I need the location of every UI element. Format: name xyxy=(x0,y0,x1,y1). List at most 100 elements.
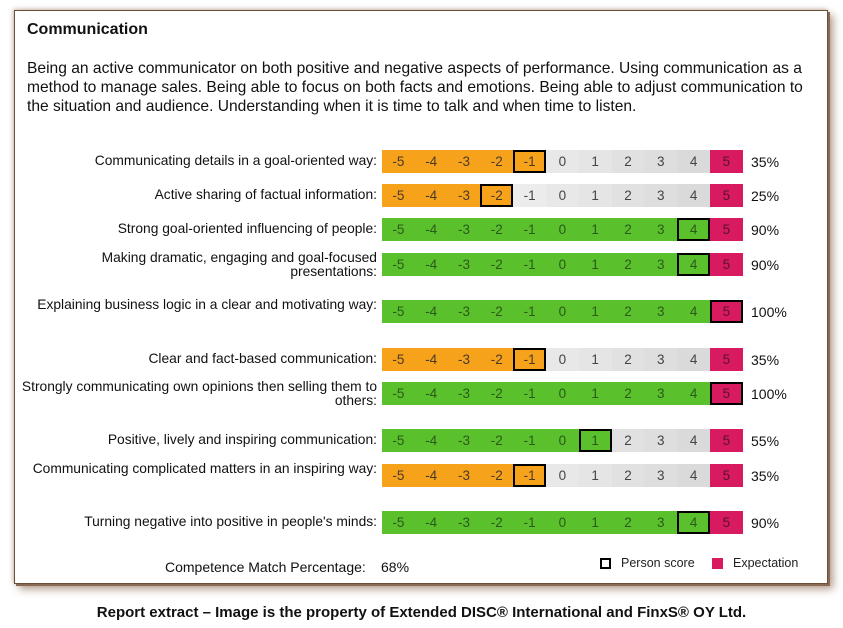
person-score-cell: 4 xyxy=(677,218,710,241)
scale-cell: -1 xyxy=(513,218,546,241)
expectation-swatch xyxy=(712,557,723,569)
scale-cell: -4 xyxy=(414,253,448,276)
image-caption: Report extract – Image is the property o… xyxy=(96,604,747,621)
scale-cell: -4 xyxy=(414,348,448,371)
expectation-cell: 5 xyxy=(709,511,743,534)
competence-match-value: 68% xyxy=(381,559,410,575)
competence-label: Making dramatic, engaging and goal-focus… xyxy=(101,250,377,279)
scale-cell: -3 xyxy=(447,382,481,405)
scale-cell: -1 xyxy=(513,382,546,405)
scale-cell: 3 xyxy=(644,253,678,276)
scale-cell: -2 xyxy=(480,300,514,323)
scale-cell: -2 xyxy=(480,464,514,487)
expectation-cell: 5 xyxy=(709,253,743,276)
scale-cell: -3 xyxy=(447,300,481,323)
scale-cell: -1 xyxy=(513,511,546,534)
scale-cell: -3 xyxy=(447,218,481,241)
scale-cell: 3 xyxy=(644,429,678,452)
scale-cell: 0 xyxy=(545,382,579,405)
scale-cell: -5 xyxy=(382,511,415,534)
match-percent: 100% xyxy=(751,386,787,402)
report-card: Communication Being an active communicat… xyxy=(14,10,828,584)
score-scale: -5 -4 -3 -2 -1 0 1 2 3 4 5 xyxy=(382,300,743,323)
scale-cell: -5 xyxy=(382,218,415,241)
scale-cell: 1 xyxy=(578,464,612,487)
score-scale: -5 -4 -3 -2 -1 0 1 2 3 4 5 xyxy=(382,150,743,173)
scale-cell: 4 xyxy=(677,382,710,405)
competence-label: Strong goal-oriented influencing of peop… xyxy=(117,221,377,236)
competence-label: Explaining business logic in a clear and… xyxy=(37,297,377,312)
score-scale: -5 -4 -3 -2 -1 0 1 2 3 4 5 xyxy=(382,253,743,276)
scale-cell: -5 xyxy=(382,253,415,276)
scale-cell: -4 xyxy=(414,429,448,452)
match-percent: 35% xyxy=(751,352,780,368)
scale-cell: 2 xyxy=(611,382,645,405)
scale-cell: -5 xyxy=(382,150,415,173)
score-scale: -5 -4 -3 -2 -1 0 1 2 3 4 5 xyxy=(382,348,743,371)
scale-cell: 2 xyxy=(611,253,645,276)
scale-cell: -2 xyxy=(480,429,514,452)
scale-cell: 4 xyxy=(677,429,710,452)
scale-cell: -4 xyxy=(414,464,448,487)
match-percent: 100% xyxy=(751,304,787,320)
scale-cell: 4 xyxy=(677,150,710,173)
person-score-cell: 4 xyxy=(677,511,710,534)
scale-cell: 1 xyxy=(578,348,612,371)
match-percent: 25% xyxy=(751,188,780,204)
match-percent: 35% xyxy=(751,468,780,484)
scale-cell: -2 xyxy=(480,218,514,241)
person-score-cell: 5 xyxy=(709,382,743,405)
scale-cell: -2 xyxy=(480,253,514,276)
scale-cell: 3 xyxy=(644,511,678,534)
scale-cell: 1 xyxy=(578,511,612,534)
scale-cell: 1 xyxy=(578,184,612,207)
scale-cell: -3 xyxy=(447,150,481,173)
scale-cell: 2 xyxy=(611,218,645,241)
legend-person: Person score xyxy=(600,556,695,570)
scale-cell: -5 xyxy=(382,300,415,323)
scale-cell: 1 xyxy=(578,382,612,405)
score-scale: -5 -4 -3 -2 -1 0 1 2 3 4 5 xyxy=(382,429,743,452)
section-title: Communication xyxy=(27,21,148,38)
scale-cell: -1 xyxy=(513,429,546,452)
score-scale: -5 -4 -3 -2 -1 0 1 2 3 4 5 xyxy=(382,218,743,241)
scale-cell: 4 xyxy=(677,348,710,371)
scale-cell: -3 xyxy=(447,464,481,487)
expectation-cell: 5 xyxy=(709,218,743,241)
competence-label: Turning negative into positive in people… xyxy=(84,514,377,529)
scale-cell: -3 xyxy=(447,348,481,371)
scale-cell: 3 xyxy=(644,300,678,323)
person-score-cell: -1 xyxy=(513,348,546,371)
scale-cell: -4 xyxy=(414,218,448,241)
legend-expectation-label: Expectation xyxy=(733,556,799,570)
legend-person-label: Person score xyxy=(621,556,695,570)
scale-cell: -4 xyxy=(414,184,448,207)
scale-cell: -3 xyxy=(447,253,481,276)
scale-cell: -5 xyxy=(382,184,415,207)
scale-cell: -5 xyxy=(382,382,415,405)
competence-label: Clear and fact-based communication: xyxy=(148,351,377,366)
person-score-cell: 1 xyxy=(578,429,612,452)
scale-cell: -4 xyxy=(414,382,448,405)
scale-cell: 4 xyxy=(677,184,710,207)
scale-cell: 0 xyxy=(545,348,579,371)
competence-label: Communicating complicated matters in an … xyxy=(32,461,377,476)
scale-cell: 3 xyxy=(644,464,678,487)
competence-label: Strongly communicating own opinions then… xyxy=(21,379,377,408)
competence-label: Active sharing of factual information: xyxy=(154,187,377,202)
scale-cell: 2 xyxy=(611,464,645,487)
competence-label: Positive, lively and inspiring communica… xyxy=(107,432,377,447)
scale-cell: 3 xyxy=(644,348,678,371)
scale-cell: -2 xyxy=(480,348,514,371)
scale-cell: 4 xyxy=(677,464,710,487)
person-score-cell: -1 xyxy=(513,150,546,173)
scale-cell: -5 xyxy=(382,348,415,371)
scale-cell: 0 xyxy=(545,253,579,276)
expectation-cell: 5 xyxy=(709,150,743,173)
person-score-cell: 4 xyxy=(677,253,710,276)
person-score-cell: -1 xyxy=(513,464,546,487)
expectation-cell: 5 xyxy=(709,429,743,452)
match-percent: 90% xyxy=(751,257,780,273)
expectation-cell: 5 xyxy=(709,348,743,371)
scale-cell: 2 xyxy=(611,429,645,452)
